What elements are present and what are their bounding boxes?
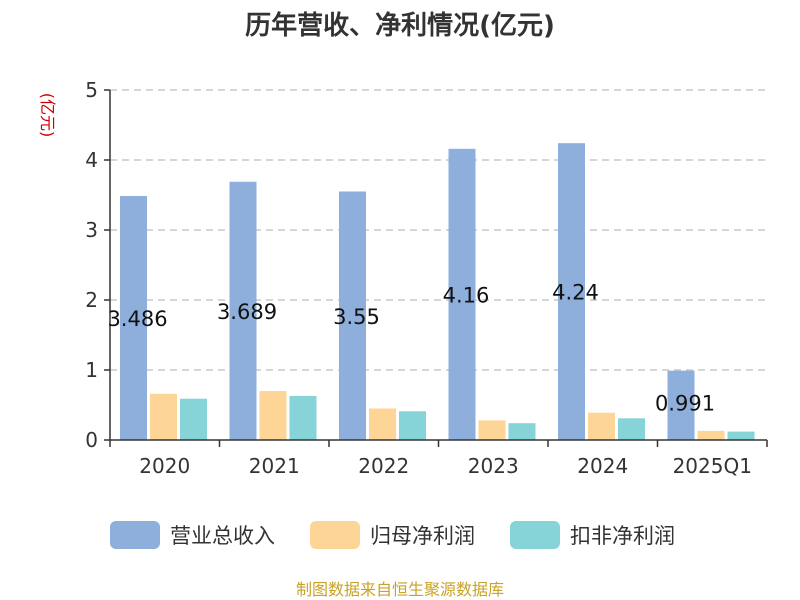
- bar-revenue: [667, 370, 695, 440]
- x-tick-label: 2020: [139, 454, 190, 478]
- axes: 0 1 2 3 4 5 2020 2021 2022 2023 2024 2025Q1: [85, 78, 768, 478]
- bar-revenue: [558, 143, 585, 440]
- y-axis-unit-label: (亿元): [38, 93, 57, 138]
- bar-revenue: [339, 191, 366, 440]
- legend-swatch: [310, 521, 360, 549]
- legend-label: 归母净利润: [370, 524, 475, 548]
- bars: [120, 143, 755, 441]
- bar-revenue: [120, 195, 147, 440]
- bar-revenue: [448, 148, 476, 441]
- bar-net-profit: [588, 412, 615, 440]
- source-note: 制图数据来自恒生聚源数据库: [296, 580, 504, 599]
- y-tick-label: 5: [85, 78, 98, 102]
- data-label: 3.55: [333, 305, 380, 329]
- x-tick-label: 2022: [358, 454, 409, 478]
- y-tick-label: 4: [85, 148, 98, 172]
- chart-title: 历年营收、净利情况(亿元): [245, 10, 555, 41]
- bar-deducted-net-profit: [180, 398, 207, 440]
- legend-swatch: [110, 521, 160, 549]
- bar-deducted-net-profit: [399, 411, 426, 440]
- y-tick-label: 0: [85, 428, 98, 452]
- bar-deducted-net-profit: [289, 395, 317, 440]
- legend-swatch: [510, 521, 560, 549]
- data-label: 0.991: [655, 392, 715, 416]
- y-tick-label: 2: [85, 288, 98, 312]
- legend-label: 扣非净利润: [570, 524, 675, 548]
- x-tick-label: 2025Q1: [673, 454, 752, 478]
- legend: 营业总收入 归母净利润 扣非净利润: [110, 521, 675, 549]
- bar-net-profit: [478, 420, 506, 440]
- bar-net-profit: [259, 391, 287, 440]
- x-tick-label: 2024: [577, 454, 628, 478]
- data-label: 4.24: [552, 281, 599, 305]
- legend-item[interactable]: 扣非净利润: [510, 521, 675, 549]
- bar-net-profit: [697, 430, 725, 440]
- x-tick-label: 2023: [468, 454, 519, 478]
- bar-revenue: [229, 181, 257, 440]
- bar-net-profit: [150, 393, 177, 440]
- bar-deducted-net-profit: [618, 418, 645, 440]
- bar-deducted-net-profit: [727, 431, 755, 440]
- legend-item[interactable]: 归母净利润: [310, 521, 475, 549]
- data-labels: 3.486 3.689 3.55 4.16 4.24 0.991: [107, 281, 715, 416]
- legend-label: 营业总收入: [170, 524, 275, 548]
- y-tick-label: 3: [85, 218, 98, 242]
- legend-item[interactable]: 营业总收入: [110, 521, 275, 549]
- data-label: 4.16: [443, 283, 490, 307]
- bar-net-profit: [369, 408, 396, 440]
- data-label: 3.689: [217, 300, 277, 324]
- gridlines: [110, 89, 767, 371]
- x-tick-label: 2021: [249, 454, 300, 478]
- y-tick-label: 1: [85, 358, 98, 382]
- bar-deducted-net-profit: [508, 423, 536, 440]
- data-label: 3.486: [107, 307, 167, 331]
